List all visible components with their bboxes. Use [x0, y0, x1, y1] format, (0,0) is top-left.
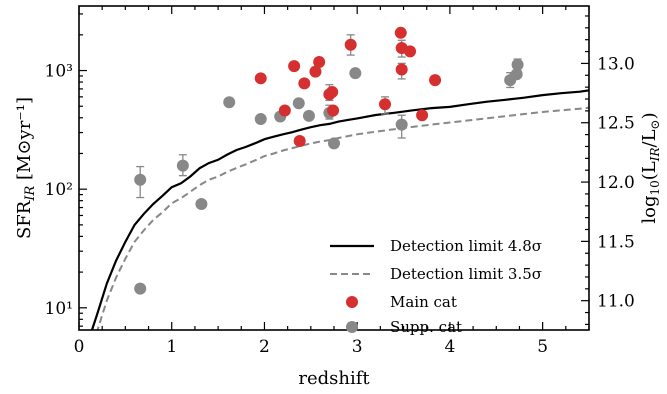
main-cat-point	[288, 60, 301, 73]
main-cat-point	[429, 74, 442, 87]
main-cat-point	[327, 104, 340, 117]
curves-layer	[90, 89, 589, 330]
main-cat-point	[293, 134, 306, 147]
main-cat-point	[298, 77, 311, 90]
x-tick-label: 5	[537, 337, 548, 357]
y-right-tick-label: 12.5	[597, 114, 635, 134]
supp-cat-point	[511, 58, 524, 71]
main-cat-point	[344, 38, 357, 51]
legend-label-main: Main cat	[390, 293, 457, 311]
x-tick-label: 2	[259, 337, 270, 357]
legend: Detection limit 4.8σ Detection limit 3.5…	[330, 237, 542, 336]
y-axis-title: SFRIR [M⊙yr⁻¹]	[14, 97, 38, 239]
y-right-axis-title: log10(LIR/L⊙)	[639, 112, 662, 223]
y-right-title-sub10: 10	[648, 180, 662, 195]
y-right-tick-label: 13.0	[597, 54, 635, 74]
x-tick-label: 3	[352, 337, 363, 357]
y-tick-label: 10¹	[45, 299, 73, 319]
supp-cat-point	[395, 118, 408, 131]
main-cat-point	[395, 63, 408, 76]
main-cat-point	[309, 65, 322, 78]
y-right-title-close: )	[639, 112, 660, 119]
main-cat-point	[313, 56, 326, 69]
y-right-tick-label: 11.0	[597, 292, 635, 312]
y-right-title-open: (L	[639, 161, 660, 180]
main-cat-point	[379, 98, 391, 111]
main-cat-point	[278, 104, 291, 117]
points-layer	[134, 26, 524, 295]
legend-marker-supp	[346, 321, 358, 333]
y-right-title-log: log	[639, 196, 660, 224]
legend-label-supp: Supp. cat	[390, 318, 462, 336]
x-tick-label: 1	[166, 337, 177, 357]
supp-cat-point	[254, 113, 267, 126]
y-axis-title-sub: IR	[23, 186, 38, 202]
legend-marker-main	[346, 296, 358, 308]
main-cat-point	[326, 85, 339, 98]
y-right-title-sun: ⊙	[648, 119, 662, 129]
y-right-tick-label: 11.5	[597, 232, 635, 252]
supp-cat-point	[302, 109, 315, 122]
y-axis-title-unit: [M⊙yr⁻¹]	[14, 97, 35, 186]
main-cat-point	[254, 72, 267, 85]
supp-cat-point	[349, 67, 362, 80]
detection-limit-3-5-line	[96, 106, 589, 330]
y-tick-label: 10²	[45, 180, 73, 200]
supp-cat-point	[134, 173, 147, 186]
supp-cat-point	[176, 159, 189, 172]
main-cat-point	[404, 45, 417, 58]
x-tick-label: 0	[74, 337, 85, 357]
x-axis-title: redshift	[298, 368, 370, 389]
supp-cat-point	[195, 197, 208, 210]
supp-cat-point	[510, 68, 523, 81]
y-right-title-slash: /L	[639, 129, 660, 147]
y-tick-label: 10³	[45, 62, 73, 82]
supp-cat-point	[292, 97, 305, 110]
main-cat-point	[416, 109, 429, 122]
legend-label-detection-4-8: Detection limit 4.8σ	[390, 237, 542, 255]
supp-cat-point	[328, 137, 340, 150]
supp-cat-point	[223, 96, 236, 109]
y-right-tick-label: 12.0	[597, 173, 635, 193]
ticks-layer: 0 1 2 3 4 5 10¹ 10² 10³ 11.0 11.5 12.0 12.5 13.0	[45, 6, 635, 357]
main-cat-point	[394, 26, 407, 39]
legend-label-detection-3-5: Detection limit 3.5σ	[390, 265, 542, 283]
x-tick-label: 4	[444, 337, 455, 357]
y-right-title-subir: IR	[648, 147, 662, 162]
supp-cat-point	[134, 282, 147, 295]
detection-limit-4-8-line	[90, 89, 589, 330]
y-axis-title-sfr: SFR	[14, 200, 35, 239]
